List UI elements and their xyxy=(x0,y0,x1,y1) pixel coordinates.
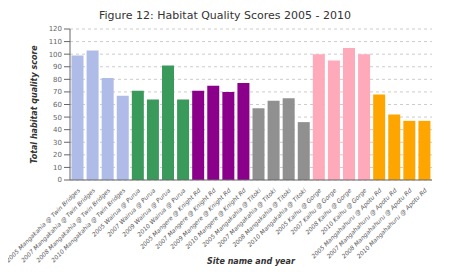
svg-text:2005 Mangakahia @ Titoki: 2005 Mangakahia @ Titoki xyxy=(200,186,263,249)
svg-text:2007 Mangahahuru @ Apotu Rd: 2007 Mangahahuru @ Apotu Rd xyxy=(324,186,398,260)
svg-text:2007 Kaihu @ Gorge: 2007 Kaihu @ Gorge xyxy=(288,186,338,236)
svg-text:2007 Wairua @ Purua: 2007 Wairua @ Purua xyxy=(105,186,157,238)
svg-text:50: 50 xyxy=(53,114,62,122)
svg-text:Site name and year: Site name and year xyxy=(207,257,296,266)
svg-text:2010 Wairua @ Purua: 2010 Wairua @ Purua xyxy=(135,186,187,238)
svg-text:2005 Mangere @ Knight Rd: 2005 Mangere @ Knight Rd xyxy=(138,186,202,250)
html-text:Figure 12: Habitat Quality Sco: Figure 12: Habitat Quality Scores 2005 -… xyxy=(99,9,351,22)
svg-text:10: 10 xyxy=(53,164,62,172)
svg-text:2010 Mangahahuru @ Apotu Rd: 2010 Mangahahuru @ Apotu Rd xyxy=(355,186,429,260)
svg-text:80: 80 xyxy=(53,76,62,84)
svg-text:2007 Mangakahia @ Titoki: 2007 Mangakahia @ Titoki xyxy=(216,186,278,248)
svg-text:2008 Kaihu @ Gorge: 2008 Kaihu @ Gorge xyxy=(303,186,353,236)
svg-text:110: 110 xyxy=(49,38,62,46)
svg-text:2010 Mangere @ Knight Rd: 2010 Mangere @ Knight Rd xyxy=(183,186,247,250)
svg-text:0: 0 xyxy=(58,176,62,184)
svg-text:30: 30 xyxy=(53,139,62,147)
svg-text:2008 Mangahahuru @ Apotu Rd: 2008 Mangahahuru @ Apotu Rd xyxy=(340,186,414,260)
svg-text:100: 100 xyxy=(49,51,62,59)
svg-text:20: 20 xyxy=(53,151,62,159)
svg-text:2008 Mangakahia @ Twin Bridges: 2008 Mangakahia @ Twin Bridges xyxy=(34,186,112,264)
svg-text:2010 Mangakahia @ Titoki: 2010 Mangakahia @ Titoki xyxy=(246,186,308,248)
svg-text:2009 Mangere @ Knight Rd: 2009 Mangere @ Knight Rd xyxy=(168,186,232,250)
svg-text:Total habitat quality score: Total habitat quality score xyxy=(30,45,39,164)
svg-text:2005 Kaihu @ Gorge: 2005 Kaihu @ Gorge xyxy=(273,186,323,236)
svg-text:2009 Wairua @ Purua: 2009 Wairua @ Purua xyxy=(120,186,172,238)
svg-text:2007 Mangere @ Knight Rd: 2007 Mangere @ Knight Rd xyxy=(153,186,217,250)
svg-text:90: 90 xyxy=(53,63,62,71)
svg-text:2007 Mangakahia @ Twin Bridges: 2007 Mangakahia @ Twin Bridges xyxy=(19,186,97,264)
svg-text:60: 60 xyxy=(53,101,62,109)
svg-text:2005 Wairua @ Purua: 2005 Wairua @ Purua xyxy=(90,186,142,238)
svg-text:40: 40 xyxy=(53,126,62,134)
svg-text:2010 Mangakahia @ Twin Bridges: 2010 Mangakahia @ Twin Bridges xyxy=(49,186,127,264)
svg-text:2005 Mangahahuru @ Apotu Rd: 2005 Mangahahuru @ Apotu Rd xyxy=(309,186,383,260)
svg-text:70: 70 xyxy=(53,88,62,96)
svg-text:2010 Kaihu @ Gorge: 2010 Kaihu @ Gorge xyxy=(318,186,368,236)
svg-text:2008 Mangakahia @ Titoki: 2008 Mangakahia @ Titoki xyxy=(231,186,293,248)
svg-text:120: 120 xyxy=(49,25,62,33)
